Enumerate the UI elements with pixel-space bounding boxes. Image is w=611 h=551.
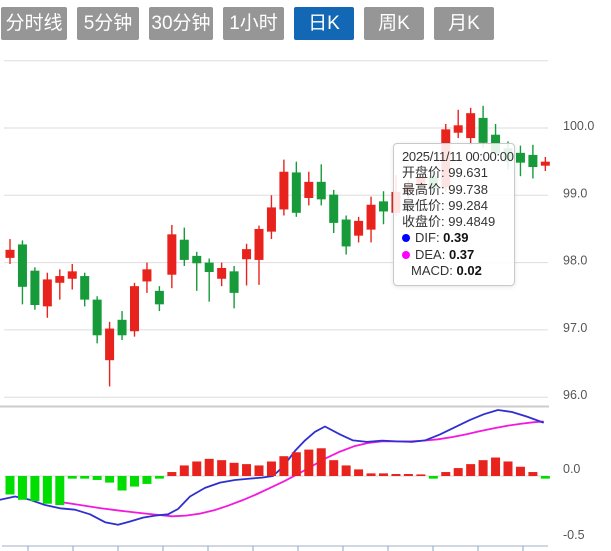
tab-30min[interactable]: 30分钟	[149, 7, 213, 40]
tooltip-close-row: 收盘价: 99.4849	[402, 214, 496, 230]
tab-1hour[interactable]: 1小时	[223, 7, 284, 40]
tooltip-dif-row: DIF: 0.39	[402, 230, 506, 246]
tooltip-dea-row: DEA: 0.37	[402, 247, 506, 263]
tooltip-datetime: 2025/11/11 00:00:00	[402, 149, 514, 164]
open-value: 99.631	[448, 165, 488, 181]
dea-dot-icon	[402, 250, 410, 259]
tooltip-high-row: 最高价: 99.738	[402, 181, 488, 197]
tab-timeline[interactable]: 分时线	[1, 7, 67, 40]
dif-value: 0.39	[443, 230, 469, 246]
tooltip-open-row: 开盘价: 99.631	[402, 165, 488, 181]
timeframe-toolbar: 分时线 5分钟 30分钟 1小时 日K 周K 月K	[1, 7, 504, 40]
tooltip-macd-row: MACD: 0.02	[411, 263, 482, 279]
candles	[5, 105, 550, 387]
svg-text:100.0: 100.0	[563, 119, 594, 133]
dif-dot-icon	[402, 234, 410, 243]
ohlc-tooltip: 2025/11/11 00:00:00 开盘价: 99.631 最高价: 99.…	[393, 143, 515, 287]
tab-monthly-k[interactable]: 月K	[434, 7, 494, 40]
x-axis	[2, 545, 548, 551]
y-axis-labels: 100.0 99.0 98.0 97.0 96.0 0.0 -0.5	[563, 119, 594, 542]
low-value: 99.284	[448, 197, 488, 213]
dea-value: 0.37	[448, 246, 475, 262]
macd-value: 0.02	[456, 263, 482, 279]
tooltip-low-row: 最低价: 99.284	[402, 197, 488, 213]
tab-daily-k[interactable]: 日K	[294, 7, 354, 40]
svg-text:0.0: 0.0	[563, 462, 580, 476]
tab-weekly-k[interactable]: 周K	[364, 7, 424, 40]
svg-text:99.0: 99.0	[563, 186, 587, 200]
svg-text:98.0: 98.0	[563, 254, 587, 268]
high-value: 99.738	[448, 181, 488, 197]
macd-histogram	[5, 448, 550, 506]
close-value: 99.4849	[448, 214, 496, 230]
tab-5min[interactable]: 5分钟	[77, 7, 139, 40]
svg-text:97.0: 97.0	[563, 321, 587, 335]
pane-separator	[0, 405, 549, 408]
svg-text:96.0: 96.0	[563, 388, 587, 402]
svg-text:-0.5: -0.5	[563, 528, 585, 542]
